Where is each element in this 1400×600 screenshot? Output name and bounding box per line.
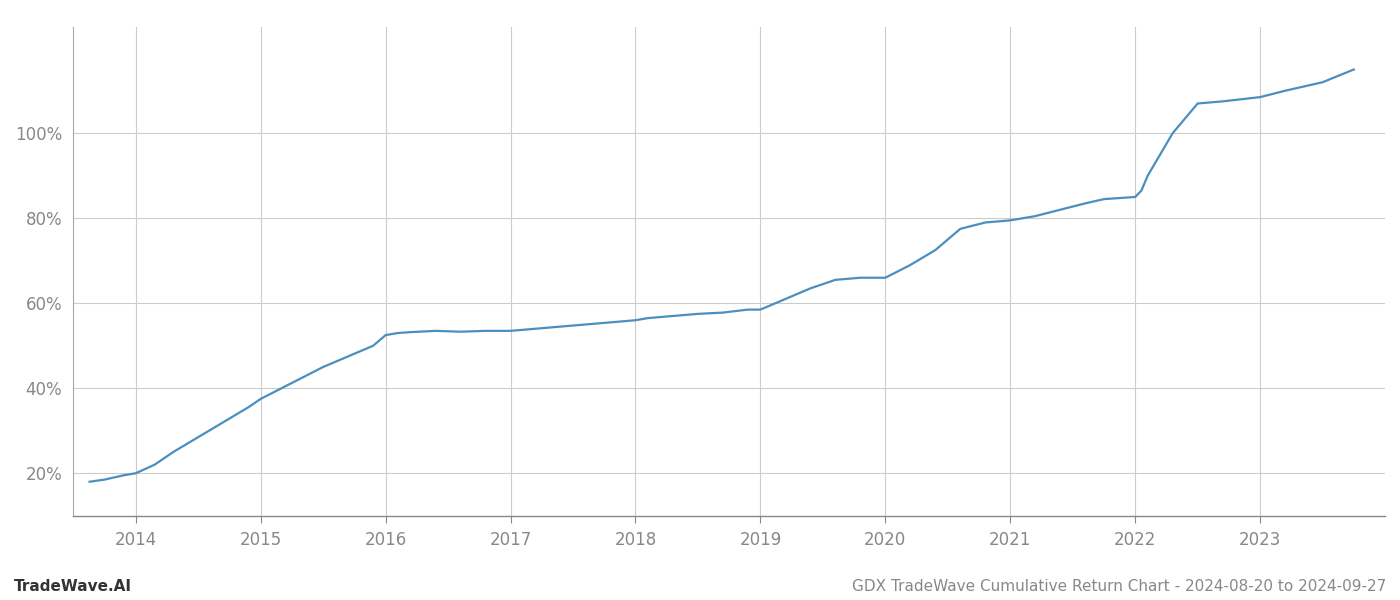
Text: TradeWave.AI: TradeWave.AI xyxy=(14,579,132,594)
Text: GDX TradeWave Cumulative Return Chart - 2024-08-20 to 2024-09-27: GDX TradeWave Cumulative Return Chart - … xyxy=(851,579,1386,594)
